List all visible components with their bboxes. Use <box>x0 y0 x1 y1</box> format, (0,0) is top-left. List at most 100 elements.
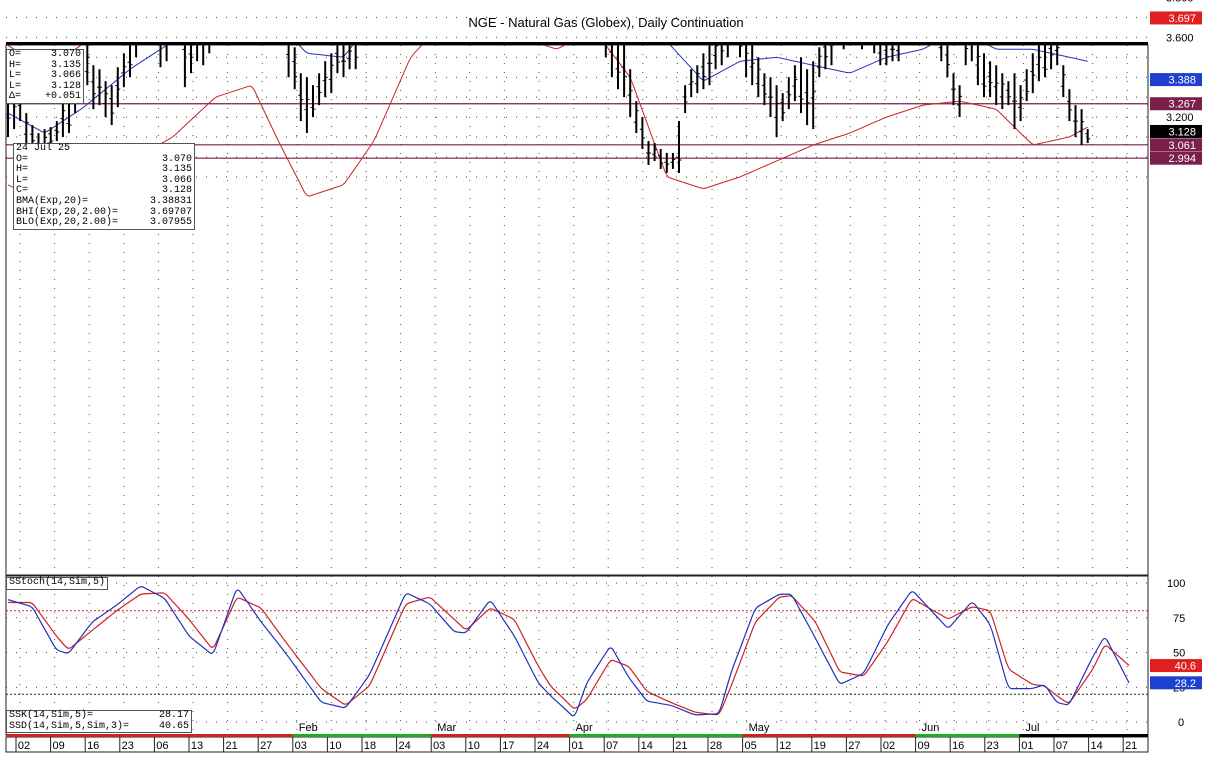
ohlc-bar <box>670 153 676 169</box>
ohlc-bar <box>225 0 230 13</box>
data-row: L= 3.066 <box>16 174 192 186</box>
x-day-label: 16 <box>952 740 964 752</box>
x-day-label: 10 <box>468 740 480 752</box>
ohlc-bar <box>676 121 682 173</box>
x-day-label: 17 <box>502 740 514 752</box>
x-day-label: 03 <box>433 740 445 752</box>
ohlc-bar <box>426 0 431 7</box>
x-day-label: 27 <box>260 740 272 752</box>
x-day-label: 24 <box>398 740 410 752</box>
ohlc-row: O= 3.070 <box>9 49 81 60</box>
ohlc-bar <box>1085 129 1091 144</box>
ohlc-bar <box>23 113 29 146</box>
ohlc-bar <box>1060 65 1066 98</box>
price-tick-label: 3.200 <box>1166 112 1194 124</box>
ohlc-bar <box>816 47 822 78</box>
price-badge: 3.697 <box>1150 11 1202 25</box>
ohlc-bar <box>786 77 792 110</box>
stoch-title-label: SStoch(14,Sim,5) <box>6 577 109 590</box>
ohlc-bar <box>328 53 334 94</box>
month-stripe <box>292 734 432 737</box>
ohlc-bar <box>981 53 987 98</box>
badge-value: 28.2 <box>1175 678 1196 690</box>
ohlc-bar <box>957 85 963 118</box>
ohlc-bar <box>1005 81 1011 106</box>
month-stripe <box>431 734 570 737</box>
ohlc-bar <box>159 45 162 68</box>
price-badge: 3.061 <box>1150 138 1202 152</box>
ohlc-bar <box>354 45 359 70</box>
price-panel-frame <box>5 44 1149 576</box>
ohlc-bar <box>292 47 298 90</box>
ohlc-bar <box>54 121 60 142</box>
ohlc-bar <box>627 69 633 118</box>
data-row: C= 3.128 <box>16 185 192 197</box>
ohlc-bar <box>1054 45 1060 66</box>
badge-value: 40.6 <box>1175 661 1196 673</box>
ohlc-bar <box>548 0 553 5</box>
top-stripe <box>6 42 1148 45</box>
x-day-label: 23 <box>122 740 134 752</box>
ohlc-row: H= 3.135 <box>9 59 81 71</box>
horizontal-levels <box>6 103 1148 159</box>
ohlc-bar <box>322 61 328 98</box>
price-badge: 3.388 <box>1150 73 1202 87</box>
ohlc-bar <box>615 45 621 90</box>
x-day-label: 09 <box>917 740 929 752</box>
ohlc-bar <box>182 45 186 88</box>
upper-band-line <box>7 45 82 69</box>
ohlc-bar <box>780 93 786 122</box>
badge-value: 3.267 <box>1168 99 1196 111</box>
ohlc-bar <box>316 73 322 106</box>
x-day-label: 19 <box>814 740 826 752</box>
x-day-label: 21 <box>225 740 237 752</box>
data-window-date: 24 Jul 25 <box>16 143 71 154</box>
badge-value: 2.994 <box>1168 153 1196 165</box>
x-day-label: 09 <box>52 740 64 752</box>
price-badge: 2.994 <box>1150 151 1202 165</box>
ohlc-bar <box>1018 85 1024 122</box>
stoch-badge: 28.2 <box>1150 676 1202 690</box>
ohlc-bar <box>310 85 316 118</box>
ohlc-bar <box>135 45 138 58</box>
ohlc-bar <box>761 73 767 106</box>
month-stripe <box>569 734 743 737</box>
ohlc-bar <box>646 141 651 165</box>
stoch-row: SSK(14,Sim,5)= 28.17 <box>9 710 189 721</box>
ohlc-bar <box>768 77 773 118</box>
ohlc-bar <box>188 45 194 74</box>
ohlc-bar <box>115 67 121 108</box>
x-day-label: 14 <box>641 740 653 752</box>
ohlc-row: L= 3.066 <box>9 70 81 82</box>
ohlc-bar <box>334 45 340 74</box>
x-day-label: 16 <box>87 740 99 752</box>
ohlc-bar <box>66 101 72 134</box>
x-month-label: Feb <box>299 722 318 734</box>
ohlc-bar <box>774 85 780 138</box>
ohlc-bar <box>341 45 346 78</box>
x-day-label: 05 <box>744 740 756 752</box>
x-month-label: Mar <box>437 722 456 734</box>
ohlc-bar <box>652 143 658 161</box>
ohlc-bar <box>121 53 127 88</box>
ohlc-bar <box>1066 89 1072 122</box>
ohlc-bar <box>298 73 304 122</box>
ohlc-bar <box>347 45 353 70</box>
x-month-label: Jun <box>922 722 940 734</box>
ohlc-bar <box>999 73 1005 110</box>
ohlc-bar <box>993 65 999 106</box>
ohlc-bar <box>127 45 133 78</box>
ohlc-bar <box>739 45 743 58</box>
price-badge: 3.128 <box>1150 124 1202 138</box>
month-stripe <box>915 734 1020 737</box>
badge-value: 3.128 <box>1168 126 1196 138</box>
data-row: O= 3.070 <box>16 153 192 165</box>
ohlc-bar <box>621 45 627 98</box>
x-day-label: 02 <box>883 740 895 752</box>
ohlc-bar <box>938 45 943 62</box>
ohlc-bar <box>896 45 900 62</box>
ohlc-bar <box>170 0 175 1</box>
moving-average-line <box>7 45 1088 133</box>
x-day-label: 23 <box>987 740 999 752</box>
